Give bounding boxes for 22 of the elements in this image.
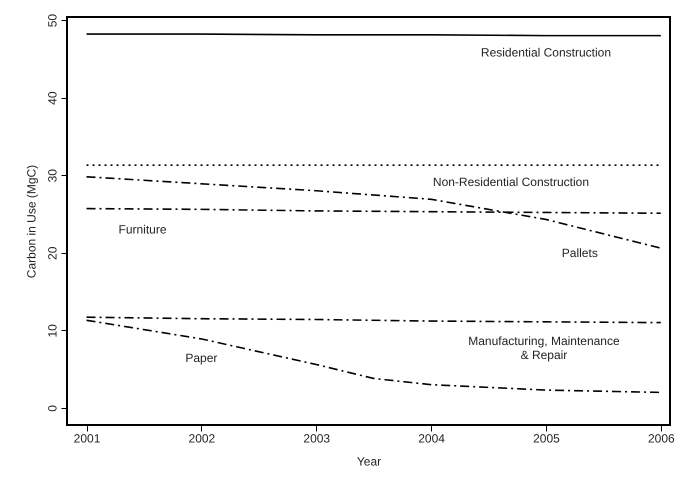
x-tick-label: 2005 [533, 432, 560, 446]
series-label: Non-Residential Construction [432, 175, 589, 190]
line-series [86, 176, 662, 249]
line-series [86, 319, 662, 394]
y-tick-label: 40 [46, 91, 60, 105]
series-label: Manufacturing, Maintenance & Repair [468, 334, 620, 362]
series-label: Furniture [118, 222, 167, 237]
x-axis-title: Year [356, 454, 382, 468]
y-tick-label: 30 [46, 168, 60, 182]
y-tick-label: 20 [46, 246, 60, 260]
y-tick-label: 50 [46, 14, 60, 28]
x-tick-label: 2003 [303, 432, 330, 446]
series-label: Paper [185, 350, 218, 365]
x-tick-label: 2001 [74, 432, 101, 446]
x-tick-label: 2006 [648, 432, 674, 446]
x-tick-label: 2004 [418, 432, 446, 446]
series-label: Pallets [562, 246, 598, 260]
y-axis-title: Carbon in Use (MgC) [24, 164, 38, 278]
y-tick-label: 10 [46, 324, 60, 338]
series-label: Residential Construction [480, 46, 611, 60]
x-tick-label: 2002 [188, 432, 216, 446]
y-tick-label: 0 [46, 404, 60, 412]
